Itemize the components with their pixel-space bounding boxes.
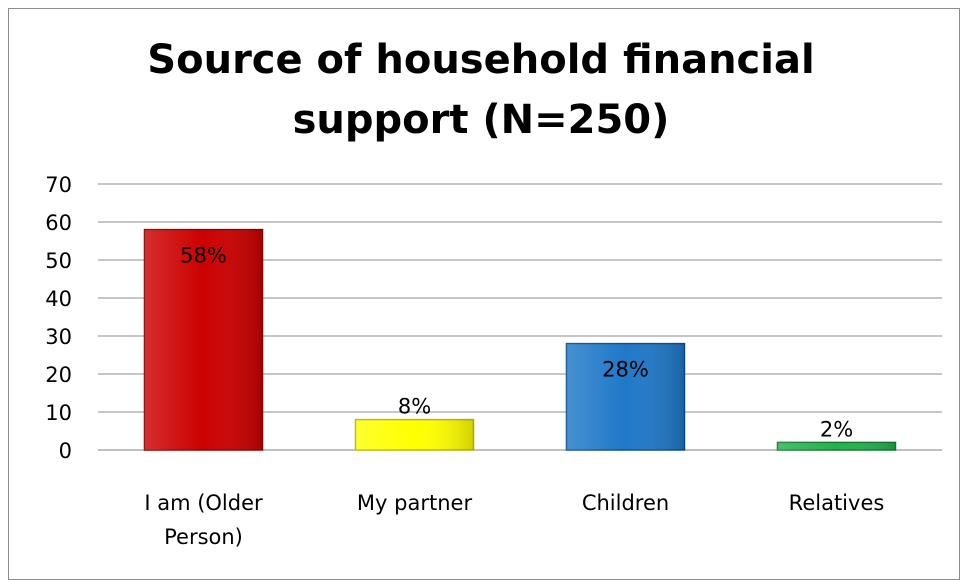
category-labels: I am (Older Person) My partner Children Rela… (144, 491, 884, 549)
bar-shading (566, 343, 685, 450)
y-tick-label: 10 (45, 401, 72, 425)
data-label: 28% (602, 358, 649, 382)
y-tick-label: 20 (45, 363, 72, 387)
x-category-label: Relatives (789, 491, 885, 515)
data-label: 2% (820, 417, 853, 441)
y-tick-label: 40 (45, 287, 72, 311)
data-labels: 58% 8% 28% 2% (180, 244, 853, 442)
chart-title-line-1: Source of household financial (147, 37, 815, 83)
x-category-label: My partner (357, 491, 473, 515)
x-category-label: Children (582, 491, 669, 515)
y-axis-ticks: 0 10 20 30 40 50 60 70 (45, 173, 72, 463)
x-category-label: Person) (164, 525, 243, 549)
y-tick-label: 0 (59, 439, 72, 463)
bar-shading (144, 229, 263, 450)
y-tick-label: 30 (45, 325, 72, 349)
data-label: 8% (398, 395, 431, 419)
y-tick-label: 50 (45, 249, 72, 273)
chart-title: Source of household financial support (N… (0, 30, 962, 150)
bar-shading (355, 419, 474, 450)
x-category-label: I am (Older (144, 491, 263, 515)
chart-title-line-2: support (N=250) (292, 97, 670, 143)
y-tick-label: 60 (45, 211, 72, 235)
data-label: 58% (180, 244, 227, 268)
y-tick-label: 70 (45, 173, 72, 197)
bar-shading (777, 442, 896, 450)
bars (143, 228, 897, 451)
